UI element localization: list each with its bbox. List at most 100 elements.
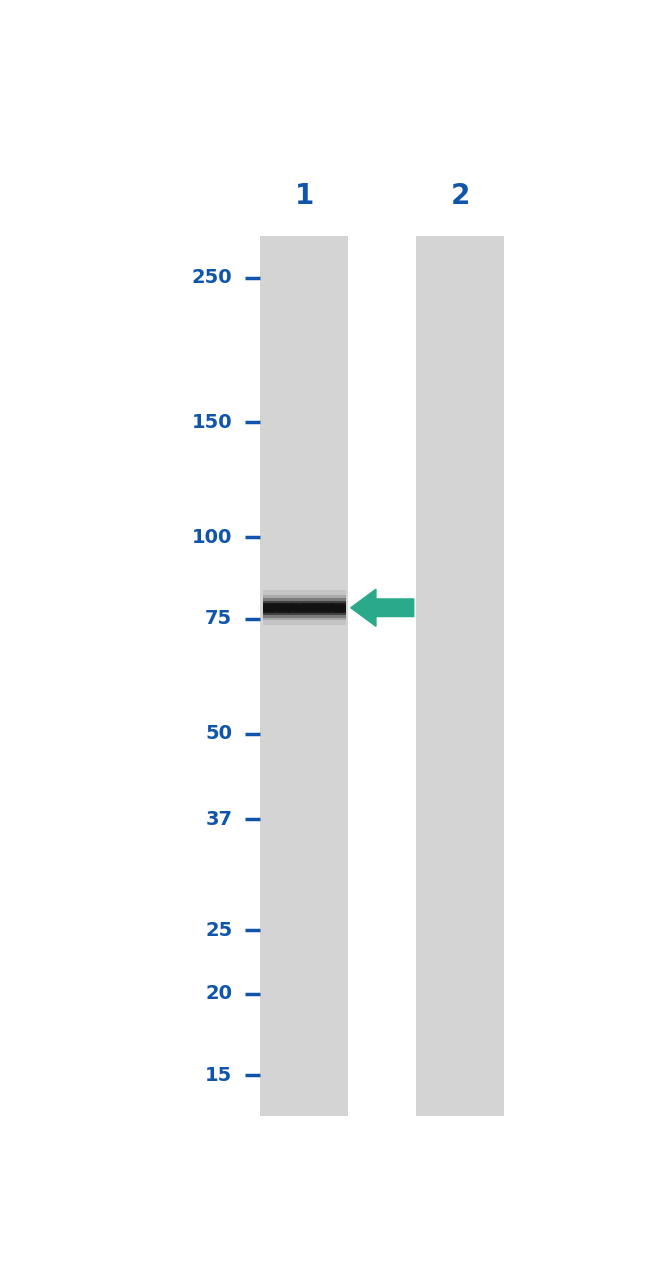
Bar: [339, 605, 341, 612]
Bar: [319, 605, 320, 611]
Bar: [283, 605, 285, 612]
Bar: [326, 605, 328, 611]
Bar: [304, 605, 306, 611]
Bar: [328, 605, 330, 611]
Bar: [313, 605, 315, 611]
Bar: [312, 605, 313, 611]
Bar: [312, 603, 314, 611]
Bar: [337, 605, 339, 611]
Bar: [265, 603, 266, 610]
Bar: [309, 605, 311, 612]
Bar: [327, 603, 328, 610]
Bar: [304, 603, 305, 610]
Bar: [337, 606, 339, 612]
Bar: [281, 605, 282, 610]
Bar: [331, 605, 332, 611]
Bar: [269, 603, 270, 611]
Bar: [302, 603, 303, 610]
Bar: [297, 605, 298, 611]
Bar: [302, 605, 304, 611]
Bar: [295, 605, 296, 611]
Bar: [277, 605, 279, 611]
Bar: [308, 606, 309, 611]
Bar: [317, 605, 318, 612]
Bar: [332, 603, 333, 611]
Text: 37: 37: [205, 810, 233, 828]
Bar: [322, 605, 324, 611]
Bar: [263, 591, 346, 625]
Bar: [307, 605, 309, 611]
Bar: [309, 605, 311, 611]
Bar: [270, 605, 272, 611]
Bar: [283, 606, 284, 612]
Bar: [280, 603, 281, 611]
Bar: [341, 605, 343, 612]
Bar: [303, 603, 304, 610]
Bar: [288, 605, 289, 613]
Bar: [265, 605, 266, 612]
Bar: [329, 605, 331, 611]
Bar: [292, 605, 294, 611]
Bar: [342, 606, 343, 611]
Bar: [285, 605, 287, 611]
Bar: [341, 605, 342, 612]
Text: 2: 2: [451, 183, 470, 211]
Bar: [310, 603, 312, 610]
Bar: [268, 606, 270, 612]
Bar: [316, 605, 317, 611]
Text: 100: 100: [192, 528, 233, 547]
Bar: [287, 605, 289, 612]
Bar: [299, 606, 301, 612]
Bar: [278, 605, 280, 611]
Bar: [274, 605, 276, 611]
Bar: [338, 605, 339, 611]
Bar: [321, 603, 322, 610]
Bar: [334, 605, 335, 612]
Bar: [299, 605, 300, 612]
Bar: [326, 605, 327, 611]
Bar: [284, 603, 285, 610]
Bar: [268, 605, 269, 611]
Bar: [325, 605, 326, 611]
Bar: [263, 601, 346, 615]
Bar: [274, 605, 275, 611]
Bar: [300, 605, 302, 611]
Bar: [318, 605, 319, 611]
Bar: [335, 606, 337, 612]
Bar: [263, 596, 346, 621]
Bar: [304, 605, 306, 611]
Bar: [330, 605, 331, 611]
Bar: [266, 605, 267, 611]
Bar: [292, 605, 293, 611]
Bar: [339, 605, 341, 612]
Bar: [314, 605, 315, 611]
Bar: [267, 605, 268, 612]
Bar: [263, 603, 346, 612]
Bar: [271, 603, 272, 611]
Bar: [296, 605, 298, 611]
Bar: [285, 605, 287, 611]
Bar: [276, 605, 277, 611]
Bar: [317, 606, 318, 611]
Bar: [285, 603, 286, 610]
Bar: [342, 605, 344, 612]
Bar: [339, 605, 340, 611]
Bar: [311, 603, 312, 610]
Bar: [273, 605, 274, 611]
Bar: [298, 605, 300, 611]
Bar: [306, 605, 307, 611]
Bar: [274, 606, 276, 612]
Text: 75: 75: [205, 610, 233, 629]
Bar: [291, 605, 293, 611]
FancyArrow shape: [351, 589, 414, 626]
Bar: [294, 605, 296, 611]
Bar: [320, 605, 322, 611]
Bar: [291, 605, 292, 611]
Bar: [293, 605, 294, 611]
Bar: [288, 605, 290, 613]
Bar: [320, 603, 322, 610]
Bar: [416, 235, 504, 1115]
Bar: [343, 606, 344, 612]
Bar: [283, 605, 285, 612]
Bar: [298, 603, 299, 610]
